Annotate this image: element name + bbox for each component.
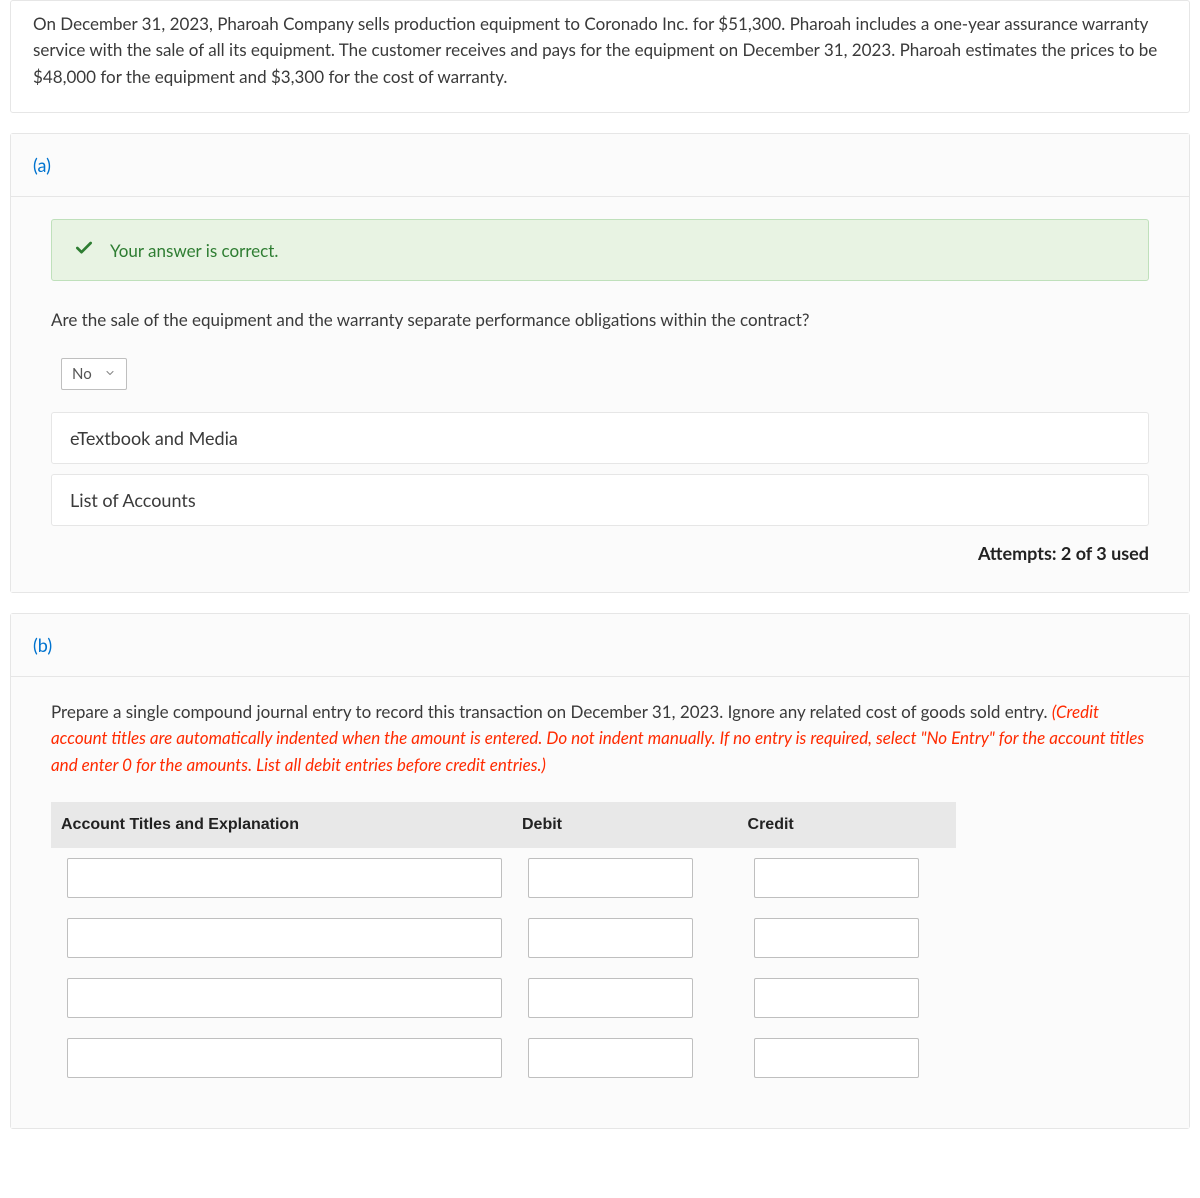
- table-row: [51, 968, 956, 1028]
- account-input[interactable]: [67, 858, 502, 898]
- part-b-prompt-plain: Prepare a single compound journal entry …: [51, 701, 1052, 722]
- col-debit: Debit: [512, 802, 738, 848]
- account-input[interactable]: [67, 918, 502, 958]
- etextbook-media-button[interactable]: eTextbook and Media: [51, 412, 1149, 464]
- table-header-row: Account Titles and Explanation Debit Cre…: [51, 802, 956, 848]
- credit-input[interactable]: [754, 858, 919, 898]
- table-row: [51, 908, 956, 968]
- debit-input[interactable]: [528, 978, 693, 1018]
- feedback-correct: Your answer is correct.: [51, 219, 1149, 281]
- question-card: On December 31, 2023, Pharoah Company se…: [10, 0, 1190, 113]
- debit-input[interactable]: [528, 918, 693, 958]
- account-input[interactable]: [67, 978, 502, 1018]
- question-text: On December 31, 2023, Pharoah Company se…: [11, 1, 1189, 112]
- part-b-card: (b) Prepare a single compound journal en…: [10, 613, 1190, 1129]
- col-credit: Credit: [738, 802, 956, 848]
- answer-select[interactable]: No: [61, 358, 127, 390]
- debit-input[interactable]: [528, 858, 693, 898]
- chevron-down-icon: [104, 365, 116, 383]
- part-b-prompt: Prepare a single compound journal entry …: [51, 699, 1149, 778]
- feedback-text: Your answer is correct.: [110, 240, 278, 261]
- part-b-body: Prepare a single compound journal entry …: [11, 677, 1189, 1128]
- check-icon: [74, 238, 94, 262]
- journal-entry-table: Account Titles and Explanation Debit Cre…: [51, 802, 956, 1088]
- part-a-card: (a) Your answer is correct. Are the sale…: [10, 133, 1190, 593]
- table-row: [51, 1028, 956, 1088]
- attempts-text: Attempts: 2 of 3 used: [51, 536, 1149, 570]
- part-a-body: Your answer is correct. Are the sale of …: [11, 197, 1189, 592]
- credit-input[interactable]: [754, 1038, 919, 1078]
- account-input[interactable]: [67, 1038, 502, 1078]
- credit-input[interactable]: [754, 918, 919, 958]
- debit-input[interactable]: [528, 1038, 693, 1078]
- credit-input[interactable]: [754, 978, 919, 1018]
- table-row: [51, 848, 956, 908]
- part-b-label: (b): [11, 614, 1189, 677]
- answer-select-value: No: [72, 365, 92, 383]
- part-a-label: (a): [11, 134, 1189, 197]
- part-a-prompt: Are the sale of the equipment and the wa…: [51, 309, 1149, 330]
- col-account-titles: Account Titles and Explanation: [51, 802, 512, 848]
- list-of-accounts-button[interactable]: List of Accounts: [51, 474, 1149, 526]
